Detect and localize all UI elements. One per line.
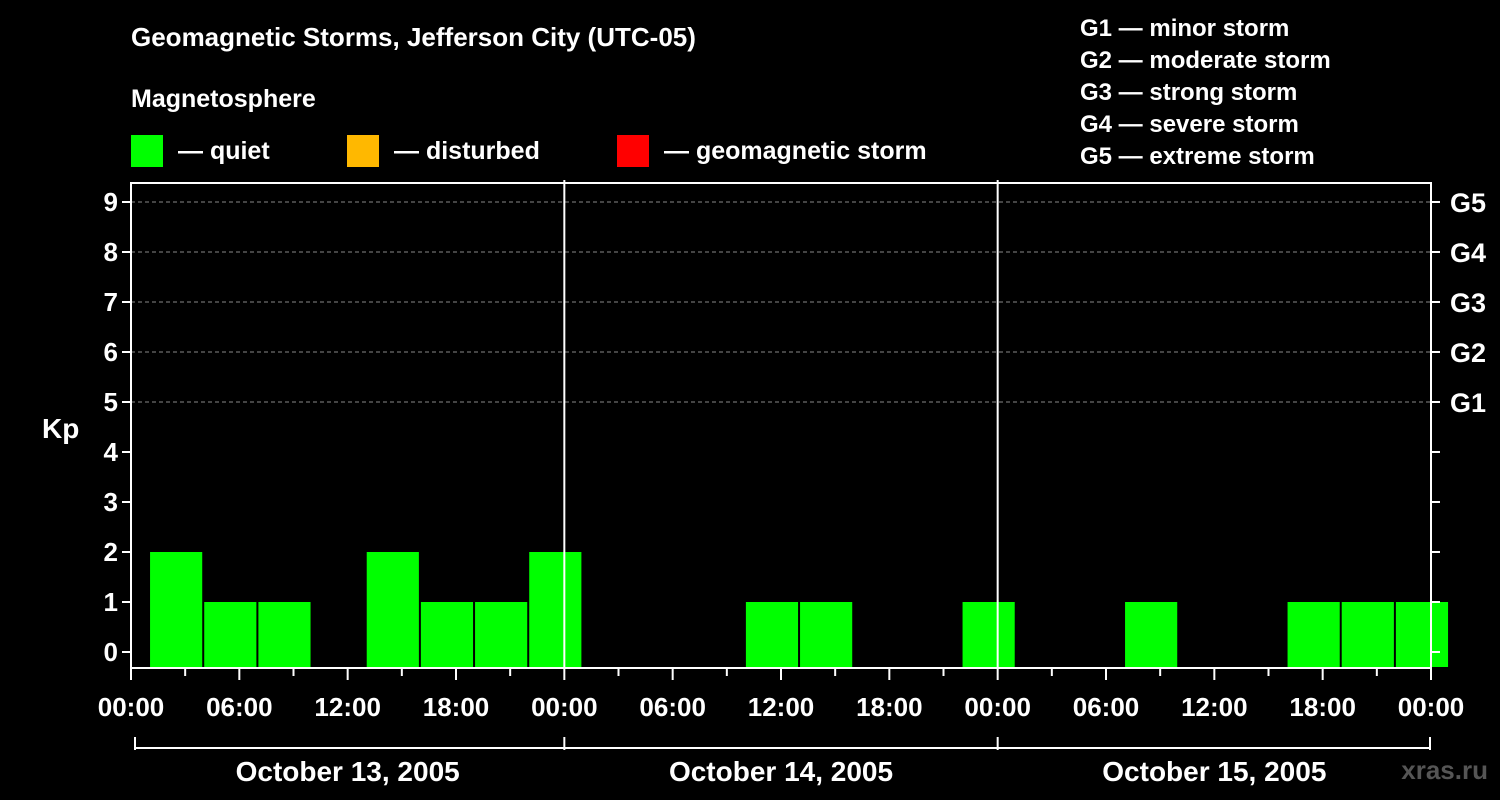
storm-swatch xyxy=(617,135,649,167)
x-tick-label-1: 06:00 xyxy=(206,692,273,722)
kp-bar-11 xyxy=(745,602,799,667)
kp-bar-5 xyxy=(420,602,474,667)
x-tick-label-6: 12:00 xyxy=(748,692,815,722)
y-tick-label-4: 4 xyxy=(104,437,119,467)
legend-item-storm: — geomagnetic storm xyxy=(617,134,927,168)
x-tick-label-0: 00:00 xyxy=(98,692,165,722)
kp-bar-18 xyxy=(1125,602,1178,667)
g-scale-label-g5: G5 xyxy=(1450,188,1486,218)
x-tick-label-7: 18:00 xyxy=(856,692,923,722)
y-tick-label-9: 9 xyxy=(104,187,118,217)
y-tick-label-5: 5 xyxy=(104,387,118,417)
x-tick-label-8: 00:00 xyxy=(964,692,1031,722)
date-label-0: October 13, 2005 xyxy=(236,756,460,787)
y-tick-label-3: 3 xyxy=(104,487,118,517)
legend-label-quiet: — quiet xyxy=(178,136,270,165)
kp-bar-12 xyxy=(800,602,853,667)
watermark: xras.ru xyxy=(1401,755,1488,785)
x-tick-label-12: 00:00 xyxy=(1398,692,1465,722)
plot-frame xyxy=(130,182,1432,669)
kp-bar-22 xyxy=(1341,602,1394,667)
storm-scale-legend: G1 — minor storm G2 — moderate storm G3 … xyxy=(1080,13,1331,173)
x-tick-label-10: 12:00 xyxy=(1181,692,1248,722)
y-tick-label-0: 0 xyxy=(104,637,118,667)
storm-scale-g1: G1 — minor storm xyxy=(1080,15,1290,42)
g-scale-label-g3: G3 xyxy=(1450,288,1486,318)
x-tick-label-3: 18:00 xyxy=(423,692,490,722)
x-tick-label-5: 06:00 xyxy=(639,692,706,722)
date-label-2: October 15, 2005 xyxy=(1102,756,1326,787)
x-tick-label-2: 12:00 xyxy=(314,692,381,722)
kp-bar-1 xyxy=(204,602,257,667)
x-tick-label-9: 06:00 xyxy=(1073,692,1140,722)
y-tick-label-7: 7 xyxy=(104,287,118,317)
y-tick-label-2: 2 xyxy=(104,537,118,567)
y-tick-label-6: 6 xyxy=(104,337,118,367)
kp-bar-4 xyxy=(366,552,419,667)
x-tick-label-11: 18:00 xyxy=(1289,692,1356,722)
g-scale-label-g1: G1 xyxy=(1450,388,1486,418)
y-axis-label: Kp xyxy=(42,413,79,444)
kp-bar-23 xyxy=(1395,602,1449,667)
legend-label-disturbed: — disturbed xyxy=(394,136,540,165)
storm-scale-g5: G5 — extreme storm xyxy=(1080,143,1315,170)
kp-bar-21 xyxy=(1287,602,1340,667)
disturbed-swatch xyxy=(347,135,379,167)
x-tick-label-4: 00:00 xyxy=(531,692,598,722)
g-scale-label-g2: G2 xyxy=(1450,338,1486,368)
legend-item-disturbed: — disturbed xyxy=(347,134,540,168)
kp-bar-7 xyxy=(529,552,582,667)
storm-scale-g2: G2 — moderate storm xyxy=(1080,47,1331,74)
chart-title: Geomagnetic Storms, Jefferson City (UTC-… xyxy=(131,22,696,52)
kp-bar-6 xyxy=(475,602,528,667)
y-tick-label-8: 8 xyxy=(104,237,118,267)
g-scale-label-g4: G4 xyxy=(1450,238,1486,268)
quiet-swatch xyxy=(131,135,163,167)
legend-label-storm: — geomagnetic storm xyxy=(664,136,927,165)
kp-bar-15 xyxy=(962,602,1015,667)
kp-bar-0 xyxy=(150,552,203,667)
storm-scale-g4: G4 — severe storm xyxy=(1080,111,1299,138)
date-label-1: October 14, 2005 xyxy=(669,756,893,787)
storm-scale-g3: G3 — strong storm xyxy=(1080,79,1298,106)
kp-bar-2 xyxy=(258,602,311,667)
legend-item-quiet: — quiet xyxy=(131,134,270,168)
legend-heading: Magnetosphere xyxy=(131,85,316,113)
y-tick-label-1: 1 xyxy=(104,587,118,617)
